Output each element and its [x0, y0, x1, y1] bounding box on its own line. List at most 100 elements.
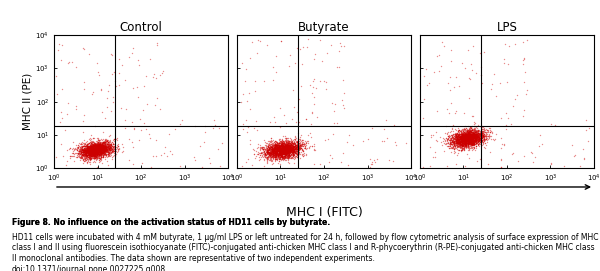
Point: [86, 153, 96, 158]
Point: [455, 145, 464, 149]
Point: [98, 151, 107, 155]
Point: [270, 151, 280, 155]
Point: [85, 153, 94, 157]
Point: [295, 145, 304, 150]
Point: [96, 144, 106, 149]
Point: [452, 138, 462, 143]
Point: [77, 153, 86, 157]
Point: [464, 144, 473, 149]
Point: [286, 142, 296, 147]
Point: [86, 144, 95, 149]
Point: [463, 137, 473, 142]
Point: [278, 140, 287, 145]
Point: [461, 140, 471, 145]
Text: Figure 8. No influence on the activation status of HD11 cells by butyrate.: Figure 8. No influence on the activation…: [12, 218, 330, 227]
Point: [95, 146, 105, 150]
Point: [456, 146, 466, 150]
Point: [100, 142, 109, 147]
Point: [472, 139, 481, 143]
Point: [81, 149, 91, 153]
Point: [278, 147, 288, 151]
Point: [70, 147, 79, 151]
Point: [284, 146, 294, 150]
Point: [83, 145, 92, 150]
Point: [518, 62, 528, 66]
Point: [457, 137, 466, 141]
Point: [88, 146, 98, 150]
Point: [106, 143, 116, 147]
Point: [467, 136, 477, 140]
Point: [94, 142, 103, 147]
Point: [276, 139, 286, 143]
Point: [87, 147, 97, 152]
Point: [461, 143, 471, 147]
Point: [81, 146, 91, 150]
Point: [463, 137, 473, 141]
Point: [425, 164, 434, 168]
Point: [92, 157, 102, 162]
Point: [468, 131, 478, 136]
Point: [467, 136, 476, 140]
Point: [283, 147, 292, 151]
Point: [88, 150, 97, 154]
Point: [88, 145, 98, 149]
Point: [461, 138, 470, 143]
Point: [458, 138, 467, 142]
Point: [451, 139, 461, 143]
Point: [469, 139, 478, 143]
Point: [250, 78, 260, 83]
Point: [467, 135, 477, 139]
Point: [466, 133, 476, 137]
Point: [73, 151, 82, 155]
Point: [460, 137, 470, 141]
Point: [253, 152, 263, 156]
Point: [458, 134, 467, 138]
Point: [458, 134, 468, 138]
Point: [79, 149, 89, 153]
Point: [461, 133, 470, 137]
Point: [118, 149, 127, 153]
Point: [97, 146, 106, 150]
Point: [287, 146, 297, 151]
Point: [81, 150, 91, 155]
Point: [463, 134, 473, 138]
Point: [462, 133, 472, 137]
Point: [103, 143, 113, 148]
Point: [268, 149, 278, 153]
Point: [152, 43, 162, 47]
Point: [451, 140, 461, 145]
Point: [478, 128, 488, 133]
Point: [280, 146, 290, 150]
Point: [271, 148, 281, 152]
Point: [463, 140, 473, 144]
Point: [95, 146, 104, 150]
Point: [105, 146, 115, 150]
Point: [276, 143, 286, 147]
Point: [449, 137, 458, 141]
Point: [272, 146, 281, 150]
Point: [470, 127, 479, 132]
Point: [281, 146, 291, 151]
Point: [103, 152, 113, 156]
Point: [293, 145, 303, 149]
Point: [478, 134, 488, 138]
Point: [94, 146, 103, 150]
Point: [511, 97, 520, 102]
Point: [100, 140, 109, 144]
Point: [104, 146, 114, 150]
Point: [476, 133, 485, 137]
Point: [95, 160, 104, 164]
Point: [301, 141, 311, 145]
Point: [124, 55, 134, 60]
Point: [300, 146, 310, 150]
Point: [445, 130, 454, 134]
Point: [460, 131, 469, 136]
Point: [369, 158, 379, 163]
Point: [288, 150, 298, 154]
Point: [280, 144, 290, 149]
Point: [84, 154, 94, 159]
Point: [271, 143, 280, 147]
Point: [86, 143, 95, 148]
Point: [287, 148, 296, 152]
Point: [287, 144, 297, 148]
